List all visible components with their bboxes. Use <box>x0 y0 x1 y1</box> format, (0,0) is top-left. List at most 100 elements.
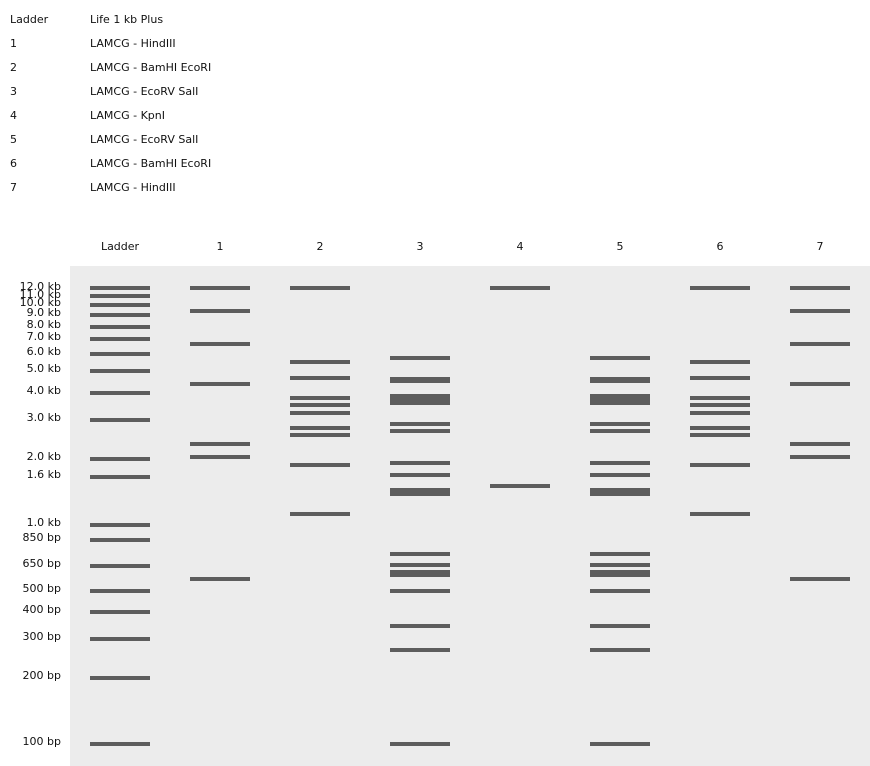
lane-2-band <box>290 433 350 437</box>
lane-7-band <box>790 286 850 290</box>
lane-3-band <box>390 473 450 477</box>
ladder-band <box>90 538 150 542</box>
ladder-band <box>90 589 150 593</box>
lane-1-band <box>190 309 250 313</box>
lane-7-band <box>790 382 850 386</box>
ladder-band <box>90 313 150 317</box>
lane-4-band <box>490 286 550 290</box>
lane-3-band <box>390 742 450 746</box>
lane-3-band <box>390 570 450 577</box>
lane-3-band <box>390 648 450 652</box>
lane-2-band <box>290 403 350 407</box>
size-label: 100 bp <box>22 735 61 748</box>
size-label: 4.0 kb <box>26 384 61 397</box>
lane-5-band <box>590 429 650 433</box>
legend-lane: 1 <box>10 37 17 50</box>
lane-5-band <box>590 742 650 746</box>
legend-description: LAMCG - HindIII <box>90 37 176 50</box>
lane-6-band <box>690 512 750 516</box>
lane-1-band <box>190 442 250 446</box>
lane-2-band <box>290 360 350 364</box>
ladder-band <box>90 742 150 746</box>
lane-5-band <box>590 563 650 567</box>
legend-lane: 4 <box>10 109 17 122</box>
lane-5-band <box>590 648 650 652</box>
legend-lane: 6 <box>10 157 17 170</box>
lane-1-band <box>190 577 250 581</box>
ladder-band <box>90 337 150 341</box>
ladder-band <box>90 637 150 641</box>
lane-6-band <box>690 360 750 364</box>
lane-2-band <box>290 512 350 516</box>
lane-5-band <box>590 473 650 477</box>
ladder-band <box>90 303 150 307</box>
ladder-band <box>90 564 150 568</box>
lane-header: 6 <box>716 240 724 253</box>
size-label: 1.6 kb <box>26 468 61 481</box>
lane-5-band <box>590 589 650 593</box>
lane-1-band <box>190 342 250 346</box>
lane-6-band <box>690 426 750 430</box>
lane-6-band <box>690 376 750 380</box>
lane-7-band <box>790 342 850 346</box>
size-label: 12.0 kb <box>19 280 61 293</box>
lane-header: 7 <box>816 240 824 253</box>
ladder-band <box>90 352 150 356</box>
lane-3-band <box>390 422 450 426</box>
ladder-band <box>90 294 150 298</box>
lane-6-band <box>690 411 750 415</box>
ladder-band <box>90 610 150 614</box>
lane-5-band <box>590 422 650 426</box>
lane-2-band <box>290 376 350 380</box>
lane-header: Ladder <box>100 240 140 253</box>
ladder-band <box>90 475 150 479</box>
lane-6-band <box>690 433 750 437</box>
lane-3-band <box>390 488 450 496</box>
lane-5-band <box>590 461 650 465</box>
lane-5-band <box>590 488 650 496</box>
lane-5-band <box>590 552 650 556</box>
lane-2-band <box>290 463 350 467</box>
lane-3-band <box>390 552 450 556</box>
gel <box>70 266 870 766</box>
ladder-band <box>90 369 150 373</box>
lane-3-band <box>390 589 450 593</box>
lane-5-band <box>590 570 650 577</box>
lane-3-band <box>390 394 450 405</box>
legend-description: Life 1 kb Plus <box>90 13 164 26</box>
legend-description: LAMCG - EcoRV SalI <box>90 133 199 146</box>
size-label: 200 bp <box>22 669 61 682</box>
size-label: 5.0 kb <box>26 362 61 375</box>
lane-2-band <box>290 411 350 415</box>
lane-7-band <box>790 455 850 459</box>
lane-3-band <box>390 356 450 360</box>
ladder-band <box>90 523 150 527</box>
ladder-band <box>90 457 150 461</box>
size-label: 400 bp <box>22 603 61 616</box>
lane-6-band <box>690 396 750 400</box>
lane-5-band <box>590 356 650 360</box>
ladder-band <box>90 391 150 395</box>
lane-header: 1 <box>216 240 224 253</box>
size-label: 6.0 kb <box>26 345 61 358</box>
size-label: 3.0 kb <box>26 411 61 424</box>
legend-description: LAMCG - BamHI EcoRI <box>90 61 212 74</box>
size-label: 650 bp <box>22 557 61 570</box>
ladder-band <box>90 286 150 290</box>
legend-description: LAMCG - BamHI EcoRI <box>90 157 212 170</box>
lane-4-band <box>490 484 550 488</box>
lane-3-band <box>390 377 450 383</box>
lane-2-band <box>290 396 350 400</box>
size-label: 300 bp <box>22 630 61 643</box>
lane-5-band <box>590 624 650 628</box>
lane-5-band <box>590 394 650 405</box>
lane-6-band <box>690 286 750 290</box>
lane-6-band <box>690 403 750 407</box>
lane-header: 5 <box>616 240 624 253</box>
legend-description: LAMCG - KpnI <box>90 109 165 122</box>
size-label: 8.0 kb <box>26 318 61 331</box>
lane-header: 4 <box>516 240 524 253</box>
lane-header: 2 <box>316 240 324 253</box>
size-label: 7.0 kb <box>26 330 61 343</box>
size-label: 9.0 kb <box>26 306 61 319</box>
